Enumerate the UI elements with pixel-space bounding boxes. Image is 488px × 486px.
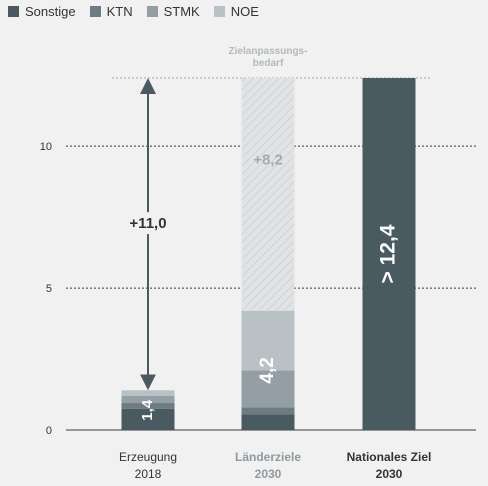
legend-item: STMK xyxy=(146,4,200,19)
bar-segment-ktn xyxy=(241,407,295,415)
x-category-label: 2018 xyxy=(135,467,162,481)
bar-segment-sonstige xyxy=(121,408,175,430)
bar-segment-ktn xyxy=(121,403,175,409)
x-category-label: 2030 xyxy=(376,467,403,481)
bar-segment-sonstige xyxy=(362,78,416,430)
gap-bar xyxy=(241,78,295,311)
bars xyxy=(121,78,416,430)
legend-item: Sonstige xyxy=(8,4,76,19)
gap-label: +8,2 xyxy=(253,151,283,168)
legend-item: NOE xyxy=(213,4,259,19)
x-category-label: Nationales Ziel xyxy=(347,450,432,464)
bar-value-label: > 12,4 xyxy=(377,224,400,283)
x-category-label: Erzeugung xyxy=(119,450,177,464)
gap-annotation: Zielanpassungs- xyxy=(229,46,308,57)
y-tick-label: 5 xyxy=(46,283,52,295)
bar-segment-stmk xyxy=(121,395,175,404)
x-category-label: 2030 xyxy=(255,467,282,481)
arrow-label-bg xyxy=(124,212,172,235)
bar-segment-noe xyxy=(121,390,175,396)
bar-value-label: 1,4 xyxy=(139,399,156,421)
labels: +8,2 Zielanpassungs-bedarf 1,4 4,2 > 12,4 +11… xyxy=(119,46,431,481)
bar-segment-sonstige xyxy=(241,414,295,430)
legend-swatch xyxy=(213,6,225,17)
legend-label: KTN xyxy=(106,4,133,19)
bar-value-label: 4,2 xyxy=(257,357,278,383)
legend-swatch xyxy=(8,6,19,17)
arrow-label: +11,0 xyxy=(129,215,166,232)
legend-label: STMK xyxy=(163,4,200,19)
gap-annotation: bedarf xyxy=(253,58,284,69)
legend-label: NOE xyxy=(230,4,259,19)
x-category-label: Länderziele xyxy=(235,450,301,464)
legend: Sonstige KTN STMK NOE xyxy=(8,4,259,19)
legend-item: KTN xyxy=(89,4,133,19)
y-tick-label: 10 xyxy=(40,141,52,153)
legend-swatch xyxy=(146,6,158,17)
y-tick-label: 0 xyxy=(46,425,52,437)
bar-segment-noe xyxy=(241,310,295,371)
legend-label: Sonstige xyxy=(25,4,76,19)
legend-swatch xyxy=(89,6,101,17)
bar-segment-stmk xyxy=(241,370,295,408)
